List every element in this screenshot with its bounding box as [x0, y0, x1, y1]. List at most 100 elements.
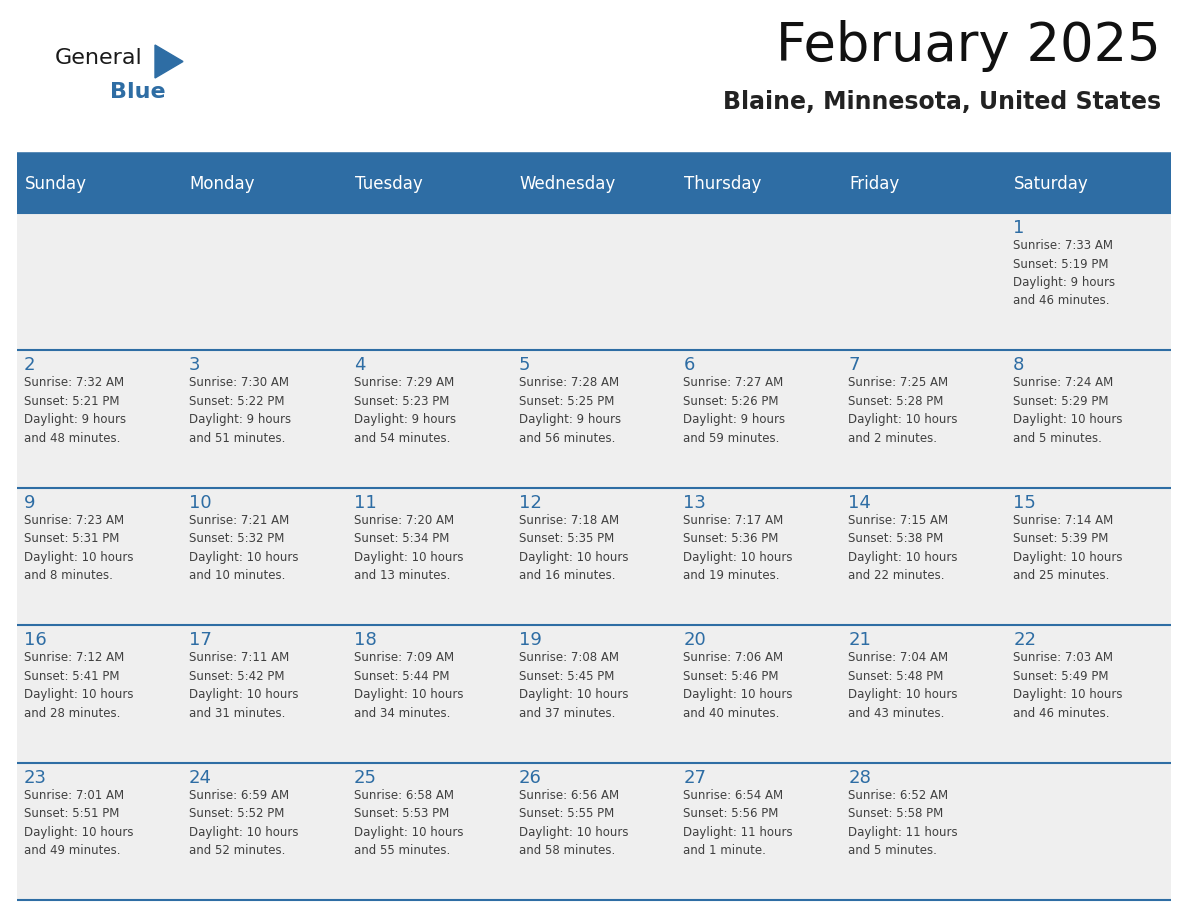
Text: Sunrise: 7:11 AM
Sunset: 5:42 PM
Daylight: 10 hours
and 31 minutes.: Sunrise: 7:11 AM Sunset: 5:42 PM Dayligh…	[189, 651, 298, 720]
Text: Sunrise: 7:33 AM
Sunset: 5:19 PM
Daylight: 9 hours
and 46 minutes.: Sunrise: 7:33 AM Sunset: 5:19 PM Dayligh…	[1013, 239, 1116, 308]
Bar	[182, 763, 347, 900]
Bar	[347, 487, 512, 625]
Text: 11: 11	[354, 494, 377, 512]
Bar	[512, 155, 676, 213]
Bar	[676, 487, 841, 625]
Text: Blue: Blue	[110, 82, 165, 102]
Bar	[182, 487, 347, 625]
Bar	[17, 213, 182, 351]
Bar	[512, 487, 676, 625]
Text: Sunrise: 7:23 AM
Sunset: 5:31 PM
Daylight: 10 hours
and 8 minutes.: Sunrise: 7:23 AM Sunset: 5:31 PM Dayligh…	[24, 514, 133, 582]
Text: Sunrise: 7:14 AM
Sunset: 5:39 PM
Daylight: 10 hours
and 25 minutes.: Sunrise: 7:14 AM Sunset: 5:39 PM Dayligh…	[1013, 514, 1123, 582]
Bar	[1006, 625, 1171, 763]
Bar	[17, 625, 182, 763]
Bar	[841, 213, 1006, 351]
Text: Tuesday: Tuesday	[355, 175, 423, 193]
Bar	[512, 351, 676, 487]
Text: 2: 2	[24, 356, 36, 375]
Bar	[1006, 213, 1171, 351]
Text: Thursday: Thursday	[684, 175, 762, 193]
Bar	[676, 625, 841, 763]
Text: 3: 3	[189, 356, 201, 375]
Text: Saturday: Saturday	[1015, 175, 1089, 193]
Bar	[17, 155, 182, 213]
Text: 4: 4	[354, 356, 365, 375]
Text: Monday: Monday	[190, 175, 255, 193]
Text: 14: 14	[848, 494, 871, 512]
Text: Sunrise: 7:29 AM
Sunset: 5:23 PM
Daylight: 9 hours
and 54 minutes.: Sunrise: 7:29 AM Sunset: 5:23 PM Dayligh…	[354, 376, 456, 445]
Text: 24: 24	[189, 768, 211, 787]
Text: Sunrise: 7:30 AM
Sunset: 5:22 PM
Daylight: 9 hours
and 51 minutes.: Sunrise: 7:30 AM Sunset: 5:22 PM Dayligh…	[189, 376, 291, 445]
Text: Sunrise: 7:01 AM
Sunset: 5:51 PM
Daylight: 10 hours
and 49 minutes.: Sunrise: 7:01 AM Sunset: 5:51 PM Dayligh…	[24, 789, 133, 857]
Text: Sunrise: 7:15 AM
Sunset: 5:38 PM
Daylight: 10 hours
and 22 minutes.: Sunrise: 7:15 AM Sunset: 5:38 PM Dayligh…	[848, 514, 958, 582]
Text: Sunrise: 7:18 AM
Sunset: 5:35 PM
Daylight: 10 hours
and 16 minutes.: Sunrise: 7:18 AM Sunset: 5:35 PM Dayligh…	[519, 514, 628, 582]
Text: 27: 27	[683, 768, 707, 787]
Text: 23: 23	[24, 768, 48, 787]
Bar	[182, 625, 347, 763]
Text: 9: 9	[24, 494, 36, 512]
Bar	[182, 213, 347, 351]
Bar	[841, 351, 1006, 487]
Bar	[676, 763, 841, 900]
Bar	[512, 213, 676, 351]
Bar	[347, 625, 512, 763]
Text: 21: 21	[848, 632, 871, 649]
Text: Friday: Friday	[849, 175, 899, 193]
Text: Sunrise: 7:08 AM
Sunset: 5:45 PM
Daylight: 10 hours
and 37 minutes.: Sunrise: 7:08 AM Sunset: 5:45 PM Dayligh…	[519, 651, 628, 720]
Text: 15: 15	[1013, 494, 1036, 512]
Text: Sunrise: 7:17 AM
Sunset: 5:36 PM
Daylight: 10 hours
and 19 minutes.: Sunrise: 7:17 AM Sunset: 5:36 PM Dayligh…	[683, 514, 792, 582]
Text: Sunday: Sunday	[25, 175, 87, 193]
Bar	[512, 625, 676, 763]
Text: 28: 28	[848, 768, 871, 787]
Text: 17: 17	[189, 632, 211, 649]
Bar	[182, 155, 347, 213]
Bar	[841, 763, 1006, 900]
Bar	[841, 155, 1006, 213]
Text: 20: 20	[683, 632, 706, 649]
Bar	[676, 155, 841, 213]
Bar	[841, 487, 1006, 625]
Text: 26: 26	[519, 768, 542, 787]
Text: Sunrise: 7:03 AM
Sunset: 5:49 PM
Daylight: 10 hours
and 46 minutes.: Sunrise: 7:03 AM Sunset: 5:49 PM Dayligh…	[1013, 651, 1123, 720]
Bar	[347, 763, 512, 900]
Bar	[347, 351, 512, 487]
Text: Sunrise: 7:28 AM
Sunset: 5:25 PM
Daylight: 9 hours
and 56 minutes.: Sunrise: 7:28 AM Sunset: 5:25 PM Dayligh…	[519, 376, 620, 445]
Bar	[347, 213, 512, 351]
Text: Sunrise: 7:20 AM
Sunset: 5:34 PM
Daylight: 10 hours
and 13 minutes.: Sunrise: 7:20 AM Sunset: 5:34 PM Dayligh…	[354, 514, 463, 582]
Text: 6: 6	[683, 356, 695, 375]
Text: 10: 10	[189, 494, 211, 512]
Text: 22: 22	[1013, 632, 1036, 649]
Text: Sunrise: 7:12 AM
Sunset: 5:41 PM
Daylight: 10 hours
and 28 minutes.: Sunrise: 7:12 AM Sunset: 5:41 PM Dayligh…	[24, 651, 133, 720]
Bar	[1006, 487, 1171, 625]
Text: 19: 19	[519, 632, 542, 649]
Text: Sunrise: 7:09 AM
Sunset: 5:44 PM
Daylight: 10 hours
and 34 minutes.: Sunrise: 7:09 AM Sunset: 5:44 PM Dayligh…	[354, 651, 463, 720]
Text: 13: 13	[683, 494, 707, 512]
Bar	[1006, 351, 1171, 487]
Bar	[676, 213, 841, 351]
Bar	[512, 763, 676, 900]
Text: Sunrise: 6:59 AM
Sunset: 5:52 PM
Daylight: 10 hours
and 52 minutes.: Sunrise: 6:59 AM Sunset: 5:52 PM Dayligh…	[189, 789, 298, 857]
Text: 1: 1	[1013, 219, 1024, 237]
Bar	[1006, 155, 1171, 213]
Text: 25: 25	[354, 768, 377, 787]
Text: Sunrise: 6:54 AM
Sunset: 5:56 PM
Daylight: 11 hours
and 1 minute.: Sunrise: 6:54 AM Sunset: 5:56 PM Dayligh…	[683, 789, 794, 857]
Text: February 2025: February 2025	[776, 20, 1161, 72]
Bar	[347, 155, 512, 213]
Text: Sunrise: 6:58 AM
Sunset: 5:53 PM
Daylight: 10 hours
and 55 minutes.: Sunrise: 6:58 AM Sunset: 5:53 PM Dayligh…	[354, 789, 463, 857]
Text: 7: 7	[848, 356, 860, 375]
Bar	[17, 351, 182, 487]
Bar	[17, 487, 182, 625]
Text: Sunrise: 6:56 AM
Sunset: 5:55 PM
Daylight: 10 hours
and 58 minutes.: Sunrise: 6:56 AM Sunset: 5:55 PM Dayligh…	[519, 789, 628, 857]
Bar	[17, 763, 182, 900]
Text: Sunrise: 7:24 AM
Sunset: 5:29 PM
Daylight: 10 hours
and 5 minutes.: Sunrise: 7:24 AM Sunset: 5:29 PM Dayligh…	[1013, 376, 1123, 445]
Bar	[676, 351, 841, 487]
Bar	[182, 351, 347, 487]
Text: 8: 8	[1013, 356, 1024, 375]
Polygon shape	[154, 45, 183, 78]
Text: 16: 16	[24, 632, 46, 649]
Text: Sunrise: 7:25 AM
Sunset: 5:28 PM
Daylight: 10 hours
and 2 minutes.: Sunrise: 7:25 AM Sunset: 5:28 PM Dayligh…	[848, 376, 958, 445]
Bar	[1006, 763, 1171, 900]
Text: 12: 12	[519, 494, 542, 512]
Text: Sunrise: 6:52 AM
Sunset: 5:58 PM
Daylight: 11 hours
and 5 minutes.: Sunrise: 6:52 AM Sunset: 5:58 PM Dayligh…	[848, 789, 958, 857]
Bar	[841, 625, 1006, 763]
